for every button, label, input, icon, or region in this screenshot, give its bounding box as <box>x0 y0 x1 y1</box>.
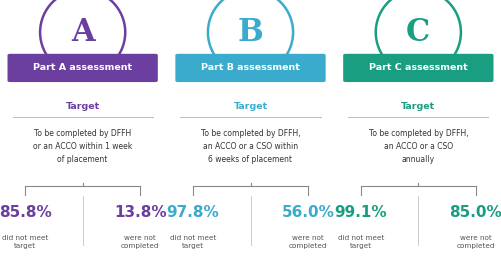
Text: Target: Target <box>66 102 100 111</box>
Text: Part C assessment: Part C assessment <box>369 63 468 72</box>
FancyBboxPatch shape <box>343 54 493 82</box>
Text: Target: Target <box>233 102 268 111</box>
Text: did not meet
target: did not meet target <box>2 235 48 249</box>
Text: Part B assessment: Part B assessment <box>201 63 300 72</box>
Text: were not
completed: were not completed <box>121 235 159 249</box>
Text: 99.1%: 99.1% <box>334 205 387 220</box>
Text: A: A <box>71 17 95 48</box>
FancyBboxPatch shape <box>175 54 326 82</box>
Text: C: C <box>406 17 430 48</box>
Text: did not meet
target: did not meet target <box>338 235 384 249</box>
Text: 56.0%: 56.0% <box>282 205 335 220</box>
Text: To be completed by DFFH,
an ACCO or a CSO within
6 weeks of placement: To be completed by DFFH, an ACCO or a CS… <box>201 129 300 164</box>
Text: Target: Target <box>401 102 435 111</box>
FancyBboxPatch shape <box>8 54 158 82</box>
Text: did not meet
target: did not meet target <box>170 235 216 249</box>
Text: To be completed by DFFH
or an ACCO within 1 week
of placement: To be completed by DFFH or an ACCO withi… <box>33 129 132 164</box>
Text: 97.8%: 97.8% <box>166 205 219 220</box>
Text: B: B <box>237 17 264 48</box>
Text: 13.8%: 13.8% <box>114 205 167 220</box>
Text: were not
completed: were not completed <box>289 235 327 249</box>
Text: were not
completed: were not completed <box>457 235 495 249</box>
Text: 85.8%: 85.8% <box>0 205 52 220</box>
Text: To be completed by DFFH,
an ACCO or a CSO
annually: To be completed by DFFH, an ACCO or a CS… <box>369 129 468 164</box>
Text: Part A assessment: Part A assessment <box>33 63 132 72</box>
Text: 85.0%: 85.0% <box>449 205 501 220</box>
